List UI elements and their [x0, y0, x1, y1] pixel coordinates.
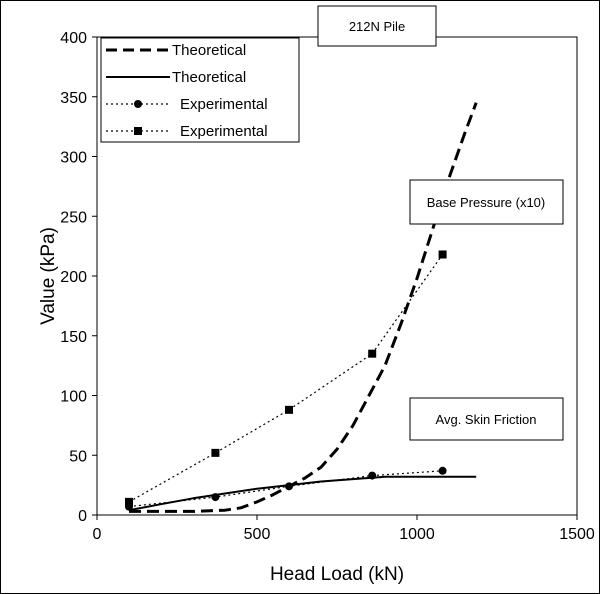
- data-point-square: [211, 448, 220, 457]
- x-tick-label: 0: [93, 526, 102, 543]
- y-tick-label: 50: [69, 448, 87, 465]
- annotation-base-pressure: Base Pressure (x10): [427, 195, 546, 210]
- x-tick-label: 1500: [559, 526, 595, 543]
- series-line-solid-none: [128, 475, 477, 512]
- legend-marker-circle: [134, 100, 142, 108]
- legend-label-theoretical-solid: Theoretical: [172, 69, 246, 86]
- series-line-dotted-square: [128, 254, 444, 503]
- annotation-box-base-pressure: [409, 179, 564, 225]
- data-point-circle: [211, 493, 220, 502]
- data-point-square: [125, 497, 133, 506]
- data-point-circle: [438, 466, 447, 475]
- legend-label-experimental-circle: Experimental: [180, 96, 268, 113]
- x-tick-label: 500: [244, 526, 271, 543]
- y-tick-label: 150: [60, 329, 87, 346]
- annotation-skin-friction: Avg. Skin Friction: [436, 412, 537, 427]
- legend-box: [100, 37, 300, 143]
- data-point-circle: [368, 471, 377, 480]
- y-tick-label: 350: [60, 90, 87, 107]
- y-tick-label: 100: [60, 389, 87, 406]
- data-point-square: [438, 250, 447, 259]
- x-axis-label: Head Load (kN): [270, 564, 404, 585]
- chart-title: 212N Pile: [349, 19, 405, 34]
- legend-label-theoretical-dashed: Theoretical: [172, 42, 246, 59]
- title-box: [317, 5, 437, 47]
- y-tick-label: 300: [60, 150, 87, 167]
- annotation-box-skin-friction: [409, 397, 564, 441]
- data-point-square: [285, 405, 293, 414]
- y-tick-label: 200: [60, 269, 87, 286]
- series-line-dashed-none: [129, 102, 478, 513]
- legend-marker-square: [134, 127, 142, 135]
- y-axis-label: Value (kPa): [38, 227, 59, 325]
- y-tick-label: 0: [78, 508, 87, 525]
- legend-label-experimental-square: Experimental: [180, 123, 268, 140]
- y-tick-label: 400: [60, 30, 87, 47]
- data-point-square: [368, 349, 377, 358]
- y-tick-label: 250: [60, 209, 87, 226]
- data-point-circle: [285, 482, 293, 491]
- legend: Theoretical Theoretical Experimental Exp…: [100, 37, 300, 143]
- x-tick-label: 1000: [399, 526, 435, 543]
